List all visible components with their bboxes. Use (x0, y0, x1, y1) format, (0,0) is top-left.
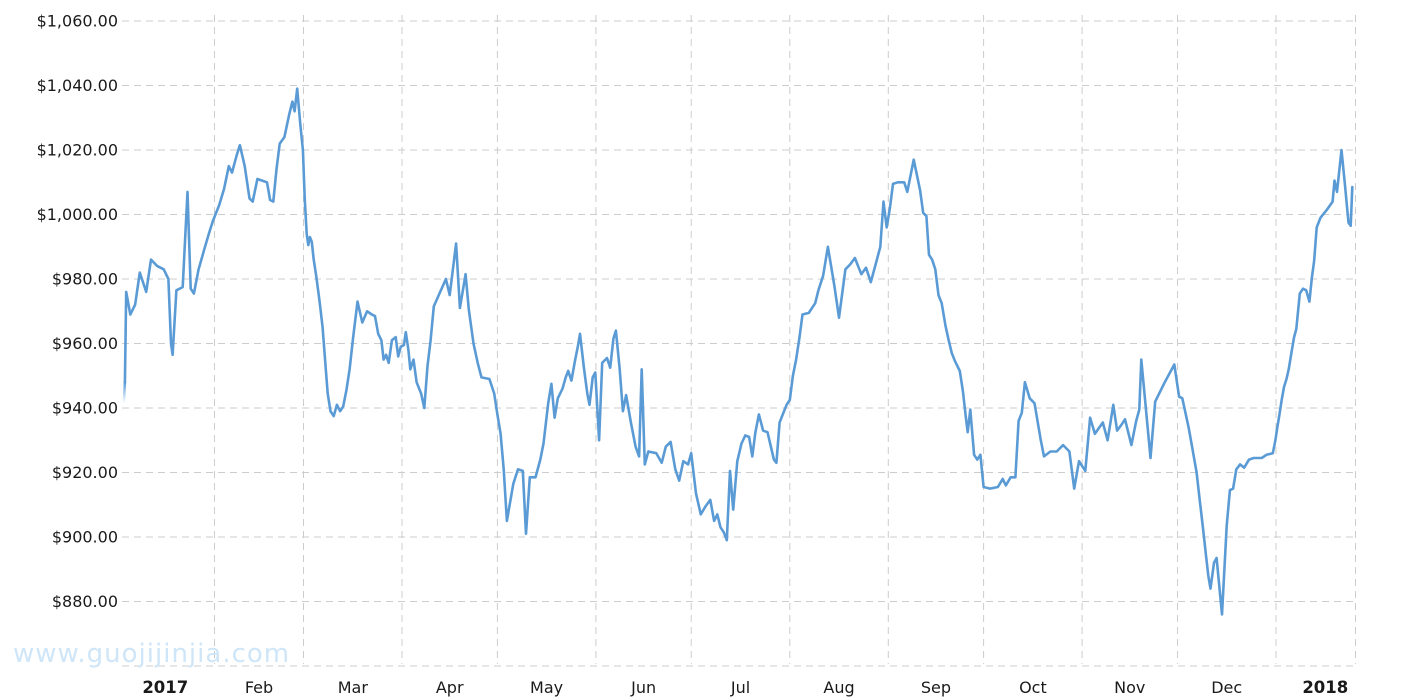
price-line (123, 87, 1354, 616)
y-axis-tick-label: $1,040.00 (37, 76, 118, 95)
y-axis-tick-label: $940.00 (52, 399, 118, 418)
x-axis-year-label: 2017 (142, 678, 188, 697)
x-axis-month-label: Jun (630, 678, 656, 697)
watermark: www.guojijinjia.com (13, 639, 290, 669)
price-line-series (122, 87, 1354, 616)
y-axis-tick-label: $960.00 (52, 334, 118, 353)
y-axis-tick-label: $1,000.00 (37, 205, 118, 224)
vertical-gridlines (214, 15, 1356, 664)
y-axis-tick-label: $880.00 (52, 592, 118, 611)
y-axis-tick-label: $1,020.00 (37, 141, 118, 160)
x-axis-month-label: May (530, 678, 563, 697)
horizontal-gridlines (122, 20, 1356, 667)
y-axis-tick-label: $900.00 (52, 528, 118, 547)
y-axis-labels: $1,060.00 $1,040.00 $1,020.00 $1,000.00 $980… (37, 12, 118, 612)
x-axis-month-label: Apr (436, 678, 464, 697)
y-axis-tick-label: $980.00 (52, 270, 118, 289)
x-axis-month-label: Dec (1211, 678, 1242, 697)
x-axis-month-label: Oct (1019, 678, 1047, 697)
x-axis-month-label: Jul (730, 678, 750, 697)
x-axis-month-label: Mar (338, 678, 369, 697)
y-axis-tick-label: $920.00 (52, 463, 118, 482)
x-axis-year-label: 2018 (1302, 678, 1348, 697)
x-axis-month-label: Sep (921, 678, 951, 697)
x-axis-month-label: Aug (823, 678, 854, 697)
x-axis-month-label: Nov (1114, 678, 1145, 697)
price-line-fade-in (122, 380, 127, 405)
y-axis-tick-label: $1,060.00 (37, 12, 118, 31)
x-axis-labels: 2017 Feb Mar Apr May Jun Jul Aug Sep Oct Nov Dec 201… (142, 678, 1348, 697)
x-axis-month-label: Feb (245, 678, 273, 697)
